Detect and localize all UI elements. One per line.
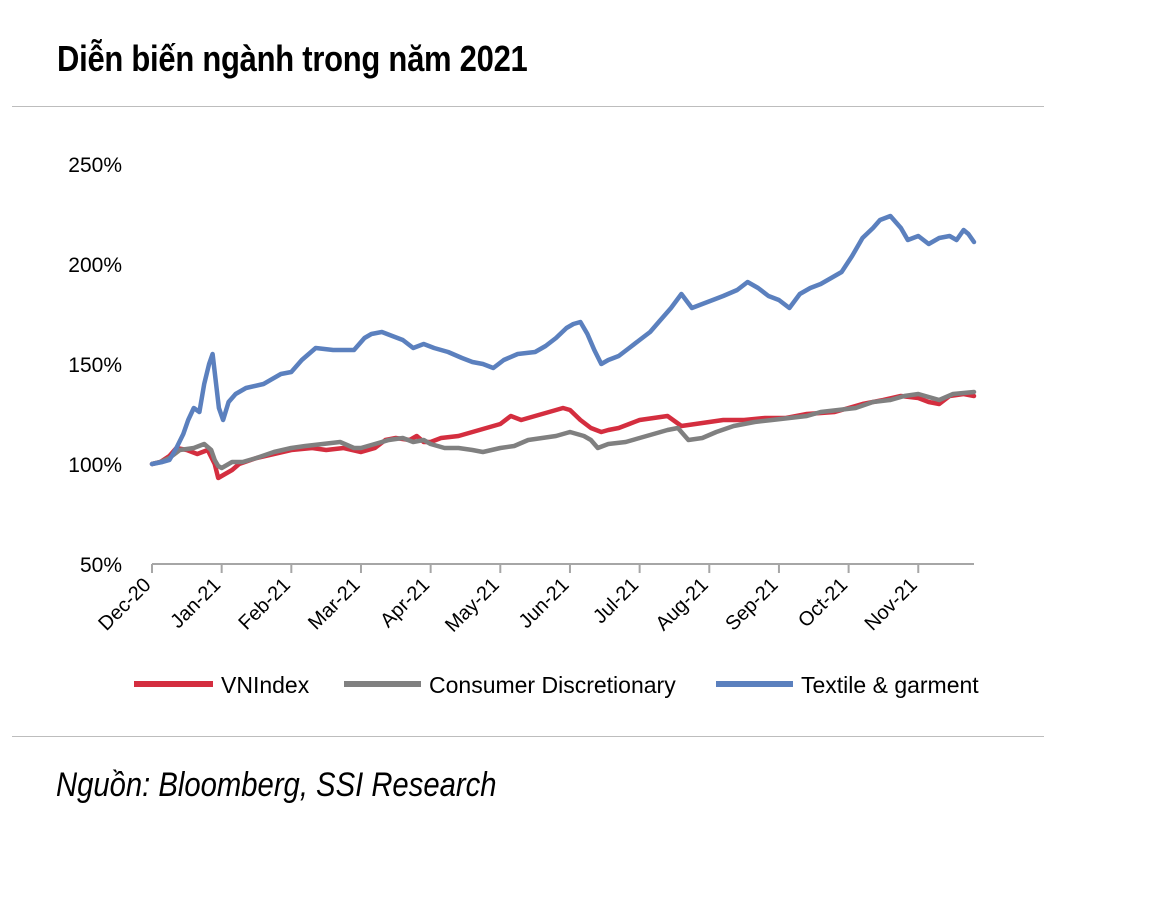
legend-label-consumer-discretionary: Consumer Discretionary — [429, 672, 676, 698]
x-tick-label: Sep-21 — [721, 574, 782, 635]
y-axis-labels: 50% 100% 150% 200% 250% — [68, 154, 122, 577]
y-tick-label: 150% — [68, 354, 122, 377]
series-line-consumer-discretionary — [149, 389, 977, 471]
series-lines — [149, 213, 977, 481]
x-tick-label: Dec-20 — [94, 574, 155, 635]
legend-label-vnindex: VNIndex — [221, 672, 310, 698]
x-tick-label: May-21 — [441, 574, 504, 637]
chart-title: Diễn biến ngành trong năm 2021 — [57, 38, 528, 79]
x-axis-ticks — [151, 564, 920, 573]
source-note: Nguồn: Bloomberg, SSI Research — [56, 766, 497, 804]
x-tick-label: Jul-21 — [589, 574, 643, 628]
x-tick-label: Nov-21 — [861, 574, 922, 635]
y-tick-label: 200% — [68, 254, 122, 277]
legend: VNIndex Consumer Discretionary Textile & g… — [134, 672, 979, 698]
x-axis-labels: Dec-20 Jan-21 Feb-21 Mar-21 Apr-21 May-21 Jun-… — [94, 574, 921, 637]
x-tick-label: Oct-21 — [794, 574, 852, 632]
top-divider — [12, 106, 1044, 107]
x-tick-label: Apr-21 — [376, 574, 434, 632]
x-tick-label: Mar-21 — [304, 574, 364, 634]
series-line-textile-garment — [149, 213, 977, 467]
y-tick-label: 100% — [68, 454, 122, 477]
bottom-divider — [12, 736, 1044, 737]
y-tick-label: 250% — [68, 154, 122, 177]
x-tick-label: Jun-21 — [515, 574, 574, 633]
x-tick-label: Feb-21 — [234, 574, 294, 634]
legend-label-textile-garment: Textile & garment — [801, 672, 979, 698]
x-tick-label: Jan-21 — [166, 574, 225, 633]
x-tick-label: Aug-21 — [652, 574, 713, 635]
y-tick-label: 50% — [80, 554, 122, 577]
